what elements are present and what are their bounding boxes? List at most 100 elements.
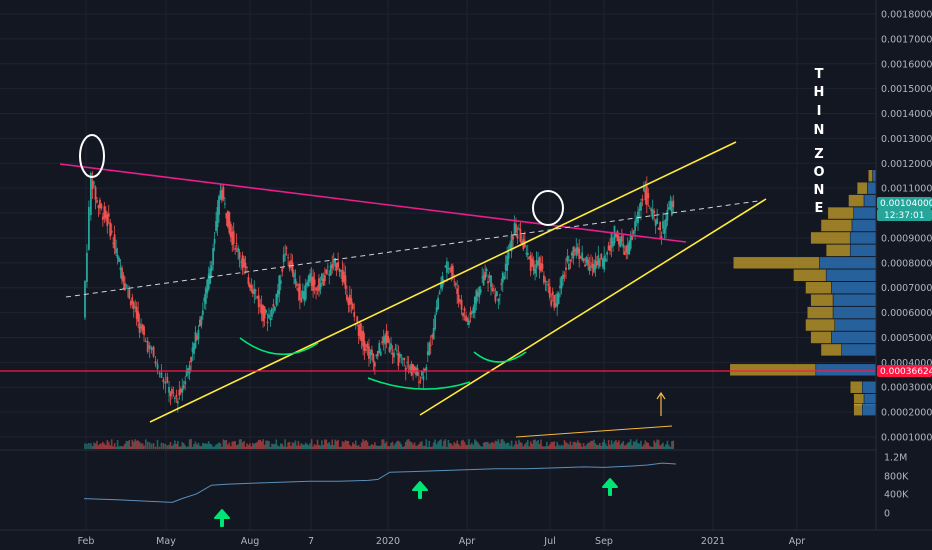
candle-body [653,211,656,213]
volume-bar [275,439,278,449]
time-tick-label: May [156,536,176,547]
channel-upper-line[interactable] [149,141,737,423]
candle-body [365,349,367,351]
volume-bar [179,446,182,449]
volume-bar [424,445,426,449]
volume-bar [338,446,341,449]
volume-bar [544,446,547,449]
volume-bar [318,445,320,449]
volume-bar [224,440,226,449]
candle-body [273,307,276,311]
volume-bar [412,444,414,449]
candle-body [150,347,153,351]
countdown-timer: 12:37:01 [884,211,924,221]
volume-bar [359,446,361,449]
volume-bar [312,446,314,449]
volume-bar [526,440,529,449]
volume-bar [343,442,345,449]
volume-bar [622,441,625,449]
green-arc-1[interactable] [239,337,319,356]
time-tick-label: 2020 [376,536,400,547]
volume-bar [148,442,151,449]
volume-bar [202,442,204,449]
candle-body [440,283,442,289]
profile-bar-down [851,219,877,232]
candle-body [322,278,325,285]
candle-body [647,193,650,199]
candle-body [126,287,129,289]
highlight-ellipse-left[interactable] [79,134,105,178]
green-arc-2[interactable] [367,377,471,390]
volume-bar [519,442,522,449]
volume-bar [657,439,660,449]
time-tick-label: Feb [78,536,95,547]
volume-bar [510,440,513,449]
candle-body [215,221,217,231]
candle-body [100,204,103,209]
candle-body [188,365,191,374]
volume-trendline[interactable] [515,425,673,438]
volume-bar [132,441,135,449]
volume-bar [613,441,616,449]
indicator-axis[interactable]: 1.2M 800K 400K 0 [884,453,909,520]
volume-bar [518,439,520,449]
volume-bar [96,440,98,449]
green-arc-3[interactable] [473,351,527,363]
candle-body [306,282,309,286]
volume-bar [353,444,356,449]
candle-body [257,295,260,308]
candle-body [448,268,451,270]
candle-body [119,267,122,270]
candle-body [387,336,389,343]
candle-body [213,239,216,244]
candle-body [112,242,115,244]
volume-bar [435,444,438,449]
candle-body [134,306,137,308]
volume-bar [188,439,191,449]
volume-bar [460,440,463,449]
volume-bar [282,446,285,449]
profile-bar-up [856,181,868,195]
candle-body [519,228,522,242]
volume-bar [207,441,210,449]
candle-body [241,255,244,268]
volume-bar [443,440,445,449]
candle-body [118,257,120,262]
candle-body [491,288,494,291]
candle-body [560,276,563,289]
volume-bar [381,439,384,449]
volume-bar [259,439,261,449]
profile-bar-up [732,256,820,270]
volume-bar [116,440,119,449]
descending-trendline[interactable] [59,163,687,243]
highlight-ellipse-right[interactable] [532,190,564,226]
channel-lower-line[interactable] [419,198,767,416]
candle-body [166,376,169,383]
candle-body [453,281,456,282]
volume-bar [328,442,331,449]
candle-body [504,263,507,271]
volume-bar [454,443,457,449]
candle-body [160,372,163,378]
candle-body [309,273,312,282]
candle-body [421,371,423,376]
profile-bar-down [831,331,877,344]
volume-bar [556,441,558,449]
candle-body [465,315,467,321]
time-axis[interactable]: Feb May Aug 7 2020 Apr Jul Sep 2021 Apr [78,536,806,547]
profile-bar-up [805,281,832,294]
volume-bar [541,446,544,449]
candle-body [347,298,350,305]
candle-body [437,297,439,310]
candle-body [554,303,557,307]
candle-body [598,259,601,267]
candle-body [587,259,589,266]
volume-bar [391,441,394,449]
candle-body [425,366,428,371]
volume-bar [162,443,165,449]
candle-body [89,173,92,216]
volume-bar [663,446,666,449]
